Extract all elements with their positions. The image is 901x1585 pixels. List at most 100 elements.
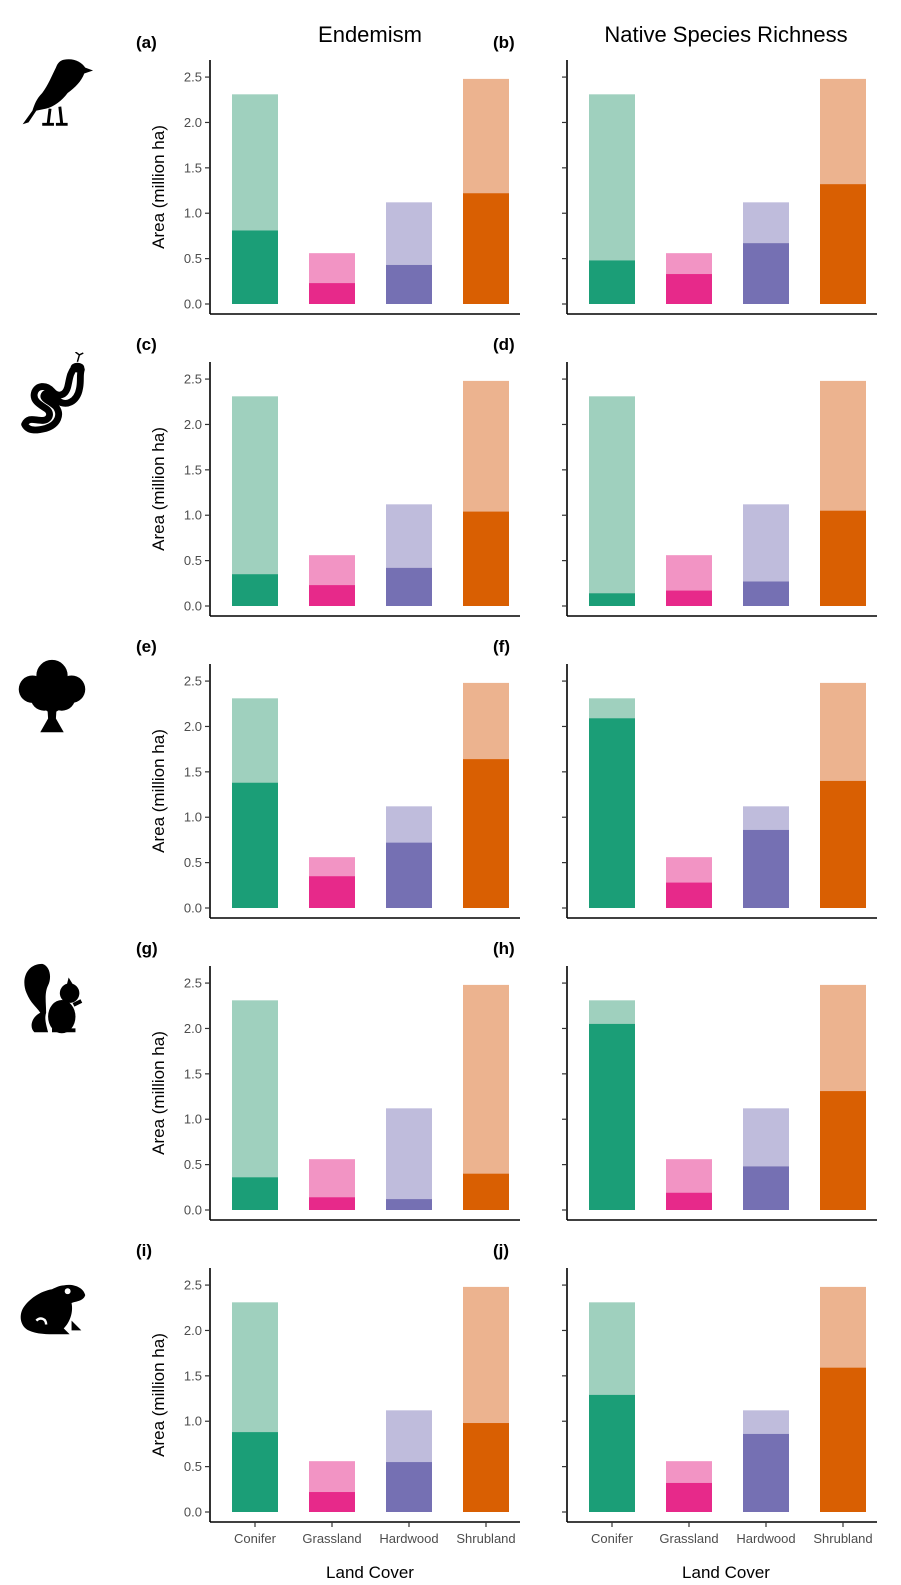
- y-axis-title: Area (million ha): [149, 125, 168, 249]
- panel-label-h: (h): [493, 939, 515, 958]
- y-tick-label: 1.5: [184, 1066, 202, 1081]
- bar-value-grassland: [309, 585, 355, 606]
- panel-label-g: (g): [136, 939, 158, 958]
- bar-value-conifer: [589, 260, 635, 304]
- bar-value-hardwood: [743, 243, 789, 304]
- y-tick-label: 0.0: [184, 297, 202, 312]
- y-tick-label: 0.0: [184, 599, 202, 614]
- y-tick-label: 0.0: [184, 1203, 202, 1218]
- y-tick-label: 2.0: [184, 719, 202, 734]
- bar-value-hardwood: [386, 842, 432, 908]
- bar-value-shrubland: [463, 1423, 509, 1512]
- y-tick-label: 1.5: [184, 764, 202, 779]
- panel-g: (g) 0.0 0.5 1.0 1.5 2.0 2.5 Area (million ha): [136, 939, 520, 1221]
- bar-value-shrubland: [463, 511, 509, 606]
- bar-value-grassland: [666, 1482, 712, 1512]
- y-axis-title: Area (million ha): [149, 1031, 168, 1155]
- panel-a: (a) 0.0 0.5 1.0 1.5 2.0 2.5 Area (million ha): [136, 33, 520, 315]
- panels: (a) 0.0 0.5 1.0 1.5 2.0 2.5 Area (million ha) (b…: [136, 33, 877, 1546]
- taxon-icons: [19, 57, 95, 1336]
- bar-total-conifer: [232, 1000, 278, 1210]
- snake-icon: [25, 352, 85, 430]
- panel-d: (d): [493, 335, 877, 617]
- bar-value-grassland: [309, 283, 355, 304]
- bar-value-hardwood: [386, 1462, 432, 1512]
- squirrel-icon: [24, 964, 81, 1033]
- bar-value-hardwood: [743, 1166, 789, 1210]
- bar-total-conifer: [232, 396, 278, 606]
- x-tick-label-grassland: Grassland: [659, 1531, 718, 1546]
- bar-value-hardwood: [743, 829, 789, 908]
- bar-value-conifer: [589, 1394, 635, 1512]
- frog-icon: [19, 1283, 87, 1336]
- panel-b: (b): [493, 33, 877, 315]
- tree-icon: [19, 660, 85, 732]
- bar-value-conifer: [232, 574, 278, 606]
- y-tick-label: 2.0: [184, 115, 202, 130]
- bar-value-hardwood: [386, 567, 432, 606]
- bar-value-shrubland: [463, 759, 509, 908]
- y-tick-label: 1.0: [184, 810, 202, 825]
- bar-value-hardwood: [386, 264, 432, 304]
- bar-value-shrubland: [820, 1367, 866, 1512]
- x-tick-label-conifer: Conifer: [591, 1531, 634, 1546]
- bar-value-shrubland: [463, 193, 509, 304]
- y-axis-title: Area (million ha): [149, 1333, 168, 1457]
- y-tick-label: 1.0: [184, 508, 202, 523]
- bar-value-conifer: [232, 1177, 278, 1210]
- bar-value-grassland: [309, 1197, 355, 1210]
- y-tick-label: 0.5: [184, 855, 202, 870]
- bar-value-conifer: [589, 718, 635, 908]
- bar-value-shrubland: [820, 1091, 866, 1210]
- bar-value-conifer: [589, 593, 635, 606]
- bar-total-shrubland: [463, 984, 509, 1210]
- bar-value-hardwood: [743, 581, 789, 606]
- y-tick-label: 2.5: [184, 70, 202, 85]
- panel-label-j: (j): [493, 1241, 509, 1260]
- y-tick-label: 2.5: [184, 976, 202, 991]
- column-title-endemism: Endemism: [318, 22, 422, 47]
- bar-total-hardwood: [386, 1108, 432, 1210]
- bar-value-grassland: [666, 274, 712, 304]
- bar-value-shrubland: [820, 184, 866, 304]
- x-tick-label-hardwood: Hardwood: [736, 1531, 795, 1546]
- y-tick-label: 1.5: [184, 1368, 202, 1383]
- bar-value-shrubland: [820, 780, 866, 908]
- bar-value-conifer: [589, 1023, 635, 1210]
- x-tick-label-shrubland: Shrubland: [813, 1531, 872, 1546]
- panel-label-d: (d): [493, 335, 515, 354]
- y-tick-label: 0.5: [184, 251, 202, 266]
- y-tick-label: 2.0: [184, 1323, 202, 1338]
- y-tick-label: 0.5: [184, 1157, 202, 1172]
- x-tick-label-hardwood: Hardwood: [379, 1531, 438, 1546]
- panel-label-e: (e): [136, 637, 157, 656]
- column-title-native-species-richness: Native Species Richness: [604, 22, 847, 47]
- bar-value-shrubland: [463, 1173, 509, 1210]
- panel-h: (h): [493, 939, 877, 1221]
- y-tick-label: 2.0: [184, 417, 202, 432]
- bar-value-conifer: [232, 230, 278, 304]
- panel-j: (j) Conifer Grassland Hardwood Shrubland: [493, 1241, 877, 1546]
- x-tick-label-grassland: Grassland: [302, 1531, 361, 1546]
- bar-total-conifer: [589, 396, 635, 606]
- panel-label-i: (i): [136, 1241, 152, 1260]
- bar-value-grassland: [309, 876, 355, 908]
- y-tick-label: 1.5: [184, 462, 202, 477]
- bar-value-grassland: [309, 1492, 355, 1512]
- bird-icon: [21, 57, 95, 126]
- bar-value-hardwood: [386, 1199, 432, 1210]
- y-tick-label: 2.0: [184, 1021, 202, 1036]
- panel-label-f: (f): [493, 637, 510, 656]
- bar-value-conifer: [232, 1432, 278, 1512]
- y-tick-label: 2.5: [184, 674, 202, 689]
- y-axis-title: Area (million ha): [149, 427, 168, 551]
- x-tick-label-shrubland: Shrubland: [456, 1531, 515, 1546]
- panel-label-a: (a): [136, 33, 157, 52]
- bar-value-grassland: [666, 882, 712, 908]
- y-tick-label: 1.0: [184, 206, 202, 221]
- panel-c: (c) 0.0 0.5 1.0 1.5 2.0 2.5 Area (million ha): [136, 335, 520, 617]
- bar-value-grassland: [666, 1192, 712, 1210]
- panel-label-c: (c): [136, 335, 157, 354]
- bar-value-conifer: [232, 782, 278, 908]
